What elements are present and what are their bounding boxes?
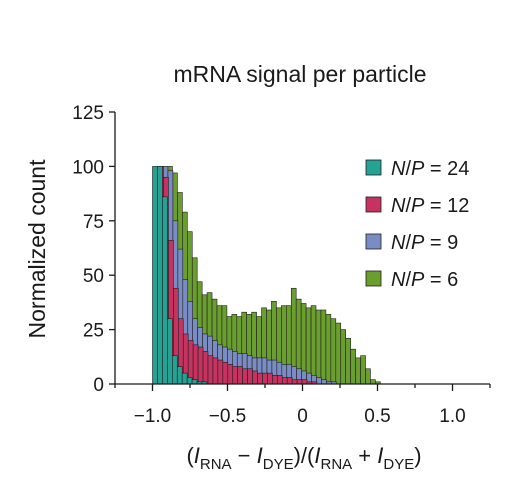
y-tick-label: 75 [83,212,104,233]
histogram-bar [257,372,263,385]
histogram-bar [167,318,173,385]
histogram-bars [152,166,381,385]
x-axis-ticks: −1.0 −0.5 0 0.5 1.0 [114,384,491,427]
histogram-bar [191,379,198,385]
chart-title: mRNA signal per particle [173,61,426,87]
histogram-bar [237,366,243,385]
histogram-bar [291,379,298,385]
y-tick-label: 25 [83,321,104,342]
histogram-bar [355,357,361,385]
histogram-bar [272,374,278,385]
histogram-bar [247,368,253,385]
histogram-bar [335,322,342,385]
y-axis-label: Normalized count [24,159,50,339]
legend-swatch [365,196,382,213]
histogram-bar [202,351,209,385]
histogram-bar [350,348,356,385]
histogram-bar [310,305,317,385]
histogram-bar [186,377,193,385]
y-tick-label: 0 [93,375,104,396]
histogram-bar [212,357,219,385]
histogram-bar [330,318,337,385]
legend-swatch [365,270,382,287]
histogram-bar [176,366,183,385]
y-tick-label: 100 [72,157,104,178]
histogram-bar [276,374,283,385]
legend-item: N/P = 6 [365,269,458,291]
histogram-bar [157,166,163,385]
histogram-bar [345,337,351,385]
histogram-bar [162,196,168,385]
histogram-bar [325,314,332,385]
histogram-bar [181,372,188,385]
histogram-bar [242,368,248,385]
y-axis-ticks: 0 25 50 75 100 125 [72,103,115,396]
legend-item: N/P = 12 [365,195,469,217]
histogram-bar [252,370,258,385]
histogram-bar [360,355,366,385]
histogram-bar [370,379,376,385]
legend-label: N/P = 24 [391,158,469,180]
histogram-bar [152,166,158,385]
histogram-bar [321,379,327,385]
histogram-bar [192,344,199,385]
histogram-bar [227,364,234,385]
legend-label: N/P = 9 [391,232,458,254]
histogram-bar [197,346,204,385]
x-tick-label: 1.0 [439,406,465,427]
histogram-bar [232,366,238,385]
histogram-bar [222,361,229,385]
histogram-bar [207,355,214,385]
histogram-bar [217,359,224,385]
histogram-bar [365,368,371,385]
legend-swatch [365,159,382,176]
y-tick-label: 125 [72,103,104,124]
histogram-bar [340,329,346,385]
legend-item: N/P = 24 [365,158,469,180]
histogram-bar [286,377,293,385]
x-tick-label: 0.5 [364,406,390,427]
legend-swatch [365,233,382,250]
x-axis-label: (IRNA − IDYE)/(IRNA + IDYE) [186,443,421,473]
y-tick-label: 50 [83,266,104,287]
legend-label: N/P = 12 [391,195,469,217]
x-tick-label: 0 [297,406,308,427]
legend-item: N/P = 9 [365,232,458,254]
histogram-bar [320,309,327,385]
x-tick-label: −0.5 [209,406,247,427]
histogram-bar [172,355,178,385]
histogram-bar [296,379,303,385]
legend-label: N/P = 6 [391,269,458,291]
x-tick-label: −1.0 [134,406,172,427]
histogram-bar [267,372,273,385]
histogram-bar [281,377,288,385]
legend: N/P = 24 N/P = 12 N/P = 9 N/P = 6 [365,158,469,291]
histogram-bar [315,309,322,385]
histogram-bar [301,379,308,385]
histogram-bar [262,372,268,385]
